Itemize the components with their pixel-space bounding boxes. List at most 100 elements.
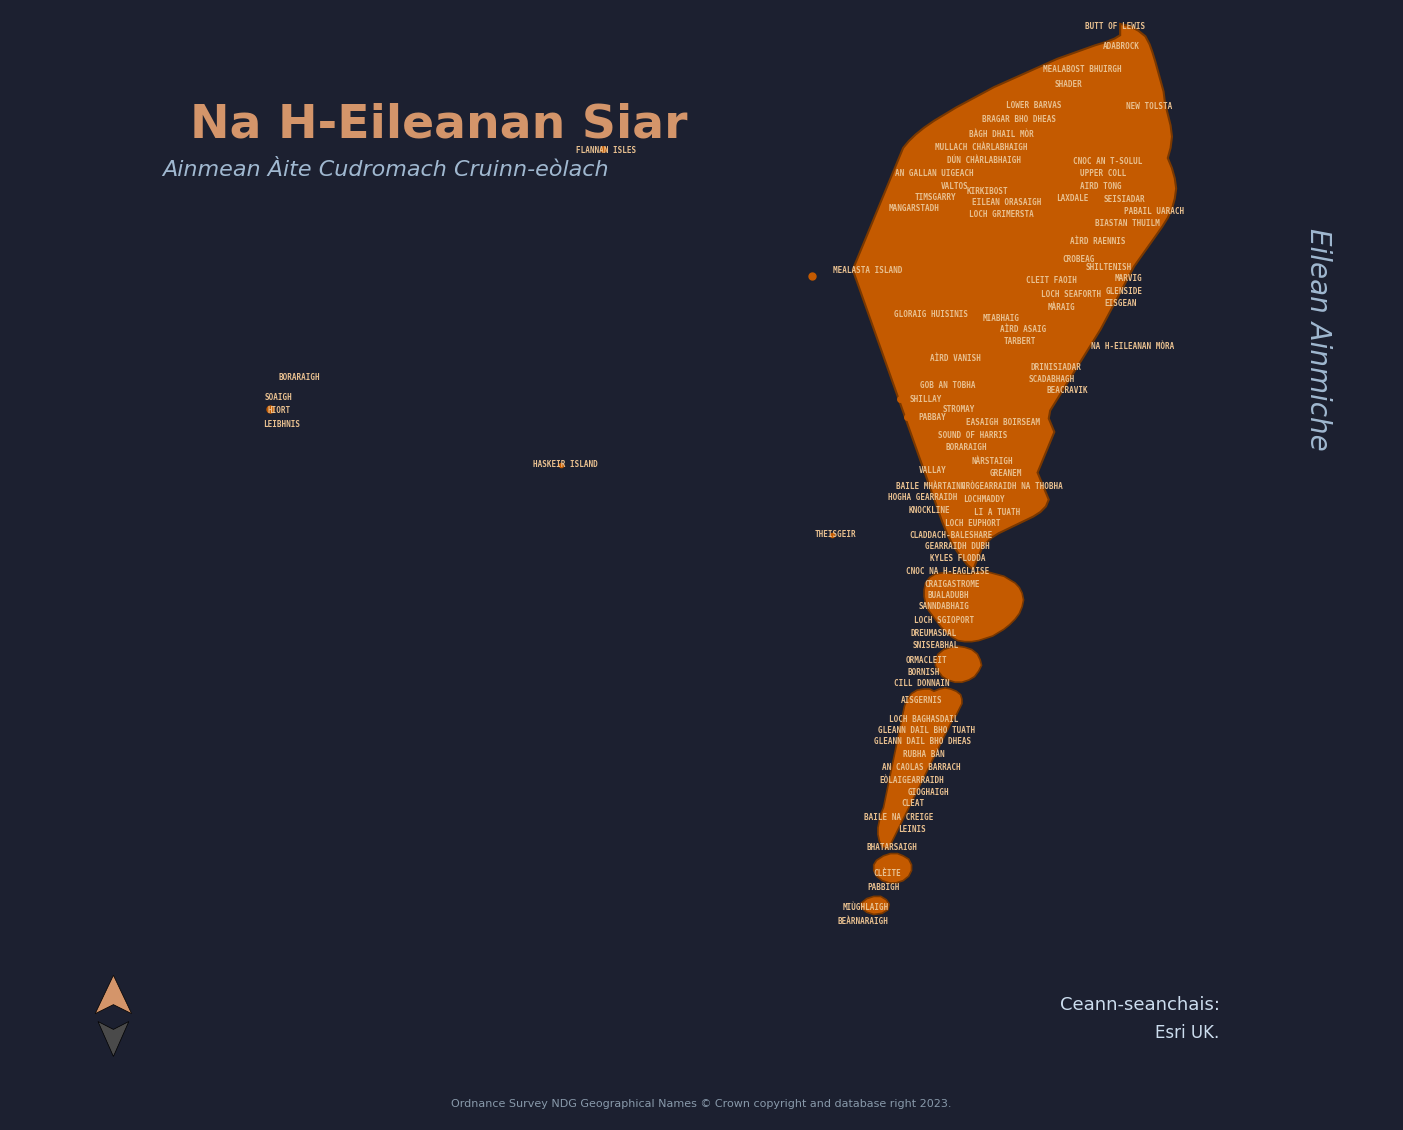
Text: CRAIGASTROME: CRAIGASTROME: [925, 580, 979, 589]
Text: NEW TOLSTA: NEW TOLSTA: [1127, 102, 1173, 111]
Text: LEINIS: LEINIS: [898, 825, 926, 834]
Text: SEISIADAR: SEISIADAR: [1104, 195, 1145, 205]
Text: AIRD TONG: AIRD TONG: [1080, 182, 1121, 191]
Text: SOUND OF HARRIS: SOUND OF HARRIS: [939, 431, 1007, 440]
Text: CNOC NA H-EAGLAISE: CNOC NA H-EAGLAISE: [906, 567, 989, 576]
Text: DÚN CHÀRLABHAIGH: DÚN CHÀRLABHAIGH: [947, 156, 1021, 165]
Text: CROBEAG: CROBEAG: [1062, 255, 1094, 264]
Text: BEACRAVIK: BEACRAVIK: [1047, 385, 1087, 394]
Text: TARBERT: TARBERT: [1003, 338, 1035, 346]
Text: BAILE MHÀRTAINN: BAILE MHÀRTAINN: [897, 481, 965, 490]
Text: VALTOS: VALTOS: [941, 182, 969, 191]
Text: LEIBHNIS: LEIBHNIS: [262, 419, 300, 428]
Text: LOCHMADDY: LOCHMADDY: [964, 495, 1005, 504]
Text: LOWER BARVAS: LOWER BARVAS: [1006, 101, 1061, 110]
Text: AÌRD VANISH: AÌRD VANISH: [930, 354, 981, 363]
Text: LOCH BAGHASDAIL: LOCH BAGHASDAIL: [890, 715, 958, 724]
Text: MÀRAIG: MÀRAIG: [1048, 304, 1075, 313]
Text: KNOCKLINE: KNOCKLINE: [909, 506, 951, 515]
Text: NÀRSTAIGH: NÀRSTAIGH: [972, 457, 1013, 466]
Text: KIRKIBOST: KIRKIBOST: [967, 188, 1007, 197]
Text: MARVIG: MARVIG: [1115, 275, 1142, 284]
Text: SHADER: SHADER: [1055, 80, 1082, 89]
Text: CLEAT: CLEAT: [901, 799, 925, 808]
Text: MULLACH CHÀRLABHAIGH: MULLACH CHÀRLABHAIGH: [936, 144, 1028, 153]
Text: GOB AN TOBHA: GOB AN TOBHA: [920, 381, 975, 390]
Text: SCADABHAGH: SCADABHAGH: [1028, 374, 1075, 383]
Text: CLEIT FAOIH: CLEIT FAOIH: [1026, 277, 1078, 286]
Text: SHILTENISH: SHILTENISH: [1086, 263, 1132, 272]
Text: FLANNAN ISLES: FLANNAN ISLES: [577, 146, 637, 155]
Text: LI A TUATH: LI A TUATH: [974, 507, 1020, 516]
Text: MIABHAIG: MIABHAIG: [982, 314, 1020, 323]
Text: CRÒGEARRAIDH NA THOBHA: CRÒGEARRAIDH NA THOBHA: [961, 481, 1063, 490]
Text: AN GALLAN UIGEACH: AN GALLAN UIGEACH: [895, 170, 974, 179]
Text: Ordnance Survey NDG Geographical Names © Crown copyright and database right 2023: Ordnance Survey NDG Geographical Names ©…: [452, 1098, 951, 1109]
Text: BORNISH: BORNISH: [908, 668, 940, 677]
Text: BUTT OF LEWIS: BUTT OF LEWIS: [1085, 21, 1145, 31]
Text: BUALADUBH: BUALADUBH: [927, 591, 968, 600]
Text: NA H-EILEANAN MÒRA: NA H-EILEANAN MÒRA: [1092, 341, 1174, 350]
Text: THEISGEIR: THEISGEIR: [815, 530, 857, 539]
Text: GEARRAIDH DUBH: GEARRAIDH DUBH: [926, 542, 991, 551]
Polygon shape: [861, 896, 890, 914]
Text: BORARAIGH: BORARAIGH: [279, 373, 320, 382]
Text: CLÈITE: CLÈITE: [874, 869, 902, 878]
Text: ADABROCK: ADABROCK: [1103, 42, 1141, 51]
Text: GLENSIDE: GLENSIDE: [1106, 287, 1143, 296]
Text: CLADDACH-BALESHARE: CLADDACH-BALESHARE: [909, 531, 992, 540]
Text: CNOC AN T-SOLUL: CNOC AN T-SOLUL: [1073, 157, 1142, 166]
Polygon shape: [936, 646, 982, 683]
Text: DREUMASDAL: DREUMASDAL: [911, 629, 957, 638]
Text: MEALASTA ISLAND: MEALASTA ISLAND: [833, 267, 902, 276]
Text: CILL DONNAIN: CILL DONNAIN: [894, 679, 948, 688]
Text: Ainmean Àite Cudromach Cruinn-eòlach: Ainmean Àite Cudromach Cruinn-eòlach: [163, 160, 609, 181]
Text: GLORAIG HUISINIS: GLORAIG HUISINIS: [894, 311, 968, 320]
Text: PABAIL UARACH: PABAIL UARACH: [1124, 207, 1184, 216]
Text: LAXDALE: LAXDALE: [1056, 194, 1089, 203]
Polygon shape: [98, 1022, 129, 1057]
Text: SANNDABHAIG: SANNDABHAIG: [919, 602, 969, 611]
Text: AÌRD ASAIG: AÌRD ASAIG: [1000, 325, 1047, 333]
Text: AÌRD RAENNIS: AÌRD RAENNIS: [1070, 237, 1125, 246]
Text: MIÙGHLAIGH: MIÙGHLAIGH: [842, 903, 888, 912]
Text: TIMSGARRY: TIMSGARRY: [915, 193, 957, 202]
Text: STROMAY: STROMAY: [943, 405, 975, 414]
Polygon shape: [95, 975, 132, 1014]
Text: PABBAY: PABBAY: [919, 412, 947, 421]
Text: MANGARSTADH: MANGARSTADH: [890, 205, 940, 214]
Text: ORMACLEIT: ORMACLEIT: [906, 657, 948, 666]
Text: EASAIGH BOIRSEAM: EASAIGH BOIRSEAM: [965, 418, 1040, 427]
Text: BORARAIGH: BORARAIGH: [946, 443, 986, 452]
Text: BIASTAN THUILM: BIASTAN THUILM: [1094, 219, 1159, 228]
Text: HASKEIR ISLAND: HASKEIR ISLAND: [533, 460, 598, 469]
Text: PABBIGH: PABBIGH: [867, 883, 899, 892]
Text: AN CAOLAS BARRACH: AN CAOLAS BARRACH: [882, 764, 961, 773]
Text: KYLES FLODDA: KYLES FLODDA: [930, 554, 985, 563]
Text: BAILE NA CREIGE: BAILE NA CREIGE: [864, 812, 933, 822]
Text: BHATARSAIGH: BHATARSAIGH: [867, 843, 918, 852]
Polygon shape: [925, 572, 1024, 642]
Text: LOCH GRIMERSTA: LOCH GRIMERSTA: [969, 210, 1034, 219]
Text: GLEANN DAIL BHO TUATH: GLEANN DAIL BHO TUATH: [878, 727, 975, 736]
Text: Esri UK.: Esri UK.: [1155, 1024, 1219, 1042]
Text: EÒLAIGEARRAIDH: EÒLAIGEARRAIDH: [880, 776, 944, 785]
Text: HIORT: HIORT: [267, 406, 290, 415]
Text: Na H-Eileanan Siar: Na H-Eileanan Siar: [191, 103, 687, 148]
Text: SOAIGH: SOAIGH: [265, 392, 292, 401]
Text: BEÀRNARAIGH: BEÀRNARAIGH: [838, 916, 888, 925]
Text: EISGEAN: EISGEAN: [1104, 299, 1136, 308]
Text: GREANEM: GREANEM: [989, 469, 1021, 478]
Text: EILEAN ORASAIGH: EILEAN ORASAIGH: [972, 198, 1041, 207]
Text: VALLAY: VALLAY: [919, 466, 947, 475]
Text: SHILLAY: SHILLAY: [909, 394, 941, 403]
Polygon shape: [874, 853, 912, 883]
Text: AISGERNIS: AISGERNIS: [901, 696, 943, 705]
Text: GIOGHAIGH: GIOGHAIGH: [908, 789, 950, 797]
Text: Ceann-seanchais:: Ceann-seanchais:: [1059, 996, 1219, 1014]
Text: HOGHA GEARRAIDH: HOGHA GEARRAIDH: [888, 493, 957, 502]
Text: BÀGH DHAIL MÒR: BÀGH DHAIL MÒR: [969, 130, 1034, 139]
Text: LOCH SEAFORTH: LOCH SEAFORTH: [1041, 290, 1101, 299]
Text: GLEANN DAIL BHO DHEAS: GLEANN DAIL BHO DHEAS: [874, 738, 971, 747]
Text: BRAGAR BHO DHEAS: BRAGAR BHO DHEAS: [982, 115, 1056, 124]
